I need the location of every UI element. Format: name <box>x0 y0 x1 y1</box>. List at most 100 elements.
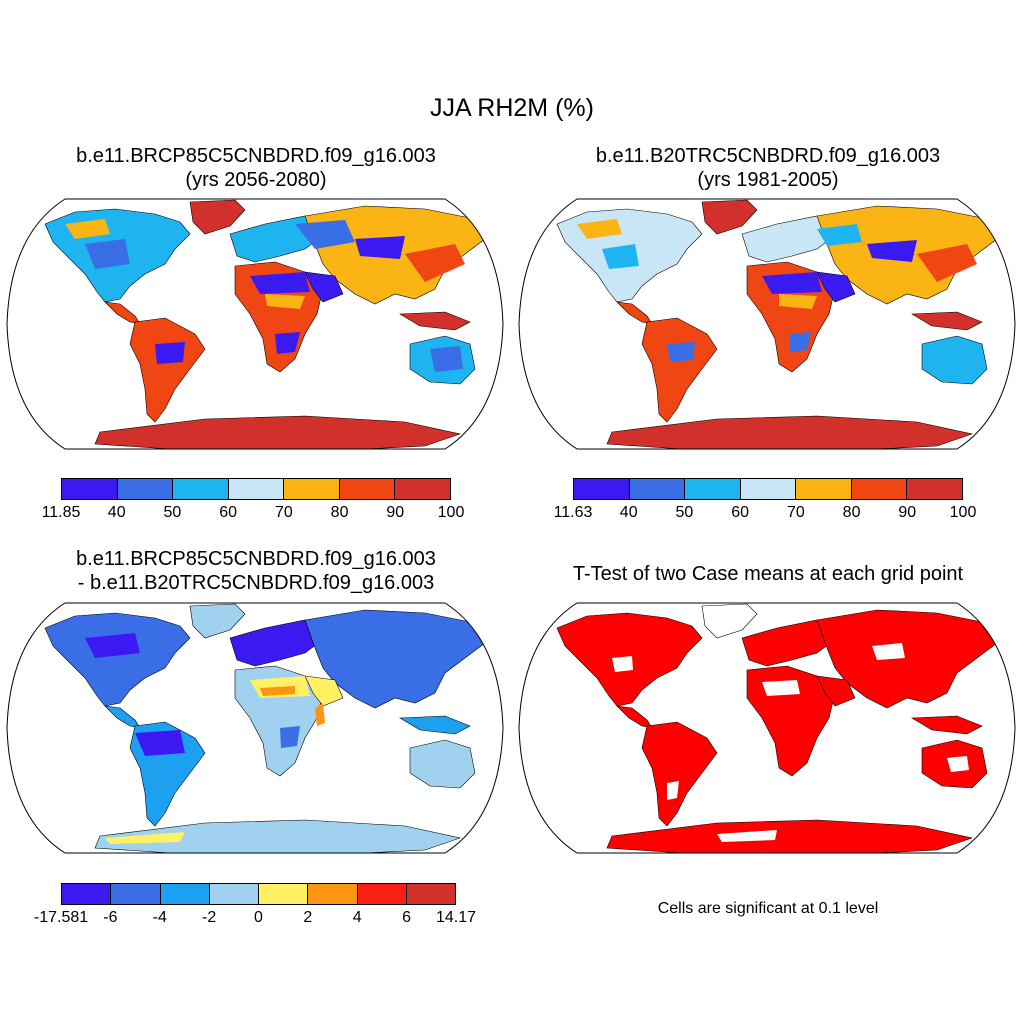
colorbar-swatch <box>740 479 797 499</box>
figure-title: JJA RH2M (%) <box>430 94 594 122</box>
colorbar-difference: -17.581 -6 -4 -2 0 2 4 6 14.17 <box>34 883 476 933</box>
colorbar-swatch <box>228 479 285 499</box>
colorbar-tick-label: 100 <box>949 504 977 521</box>
colorbar-tick-label: 90 <box>386 504 405 521</box>
panel-difference-title-line2: - b.e11.B20TRC5CNBDRD.f09_g16.003 <box>77 572 435 594</box>
colorbar-swatch <box>357 884 407 904</box>
colorbar-tick-label: 2 <box>303 909 313 926</box>
map-globe-outline <box>6 602 504 854</box>
land-europe <box>741 215 838 263</box>
map-field-patch <box>602 244 639 269</box>
land-antarctica <box>94 819 462 853</box>
colorbar-future: 11.85 40 50 60 70 80 90 100 <box>42 478 464 528</box>
panel-difference-title: b.e11.BRCP85C5CNBDRD.f09_g16.003 - b.e11… <box>0 547 512 595</box>
land-indonesia <box>910 311 983 331</box>
land-greenland <box>701 199 758 235</box>
panel-future-title: b.e11.BRCP85C5CNBDRD.f09_g16.003 (yrs 20… <box>0 144 512 192</box>
land-indonesia <box>398 311 471 331</box>
map-field-patch <box>762 680 800 696</box>
colorbar-historical-labels: 11.63 40 50 60 70 80 90 100 <box>554 500 977 522</box>
land-south-america <box>641 721 718 827</box>
colorbar-tick-label: 80 <box>842 504 861 521</box>
land-europe <box>741 619 838 667</box>
map-land-layer <box>556 603 998 853</box>
colorbar-historical-swatches <box>573 478 963 500</box>
land-greenland <box>701 603 758 639</box>
map-field-patch <box>250 272 310 294</box>
map-difference <box>6 602 504 854</box>
land-greenland <box>189 603 246 639</box>
colorbar-swatch <box>406 884 455 904</box>
land-antarctica <box>606 415 974 449</box>
colorbar-tick-label: -2 <box>202 909 217 926</box>
colorbar-tick-label: 90 <box>898 504 917 521</box>
colorbar-tick-label: 4 <box>352 909 362 926</box>
colorbar-tick-label: 50 <box>675 504 694 521</box>
colorbar-historical: 11.63 40 50 60 70 80 90 100 <box>554 478 977 528</box>
land-australia <box>409 739 476 789</box>
map-field-patch <box>577 219 622 239</box>
colorbar-swatch <box>111 884 161 904</box>
colorbar-tick-label: -4 <box>152 909 167 926</box>
colorbar-tick-label: 14.17 <box>435 909 477 926</box>
colorbar-tick-label: 0 <box>254 909 263 926</box>
map-field-patch <box>872 643 905 660</box>
colorbar-tick-label: 70 <box>274 504 293 521</box>
colorbar-swatch <box>308 884 358 904</box>
colorbar-swatch <box>62 884 112 904</box>
land-antarctica <box>94 415 462 449</box>
colorbar-difference-labels: -17.581 -6 -4 -2 0 2 4 6 14.17 <box>34 905 476 927</box>
map-field-patch <box>779 294 817 309</box>
land-central-america <box>616 301 653 325</box>
colorbar-swatch <box>117 479 174 499</box>
colorbar-tick-label: 60 <box>219 504 238 521</box>
colorbar-swatch <box>907 479 963 499</box>
panel-ttest-title: T-Test of two Case means at each grid po… <box>512 562 1024 586</box>
land-central-america <box>104 705 141 729</box>
map-field-patch <box>65 219 110 239</box>
land-arabia <box>304 675 344 707</box>
panel-future-title-line2: (yrs 2056-2080) <box>185 169 327 191</box>
colorbar-swatch <box>160 884 210 904</box>
colorbar-tick-label: -6 <box>103 909 118 926</box>
colorbar-tick-label: 40 <box>619 504 638 521</box>
colorbar-swatch <box>284 479 340 499</box>
panel-historical-title: b.e11.B20TRC5CNBDRD.f09_g16.003 (yrs 198… <box>512 144 1024 192</box>
map-field-patch <box>315 703 325 726</box>
map-field-patch <box>85 633 140 658</box>
land-greenland <box>189 199 246 235</box>
map-field-patch <box>667 781 679 800</box>
land-indonesia <box>398 715 471 735</box>
colorbar-swatch <box>209 884 259 904</box>
map-future <box>6 198 504 450</box>
colorbar-swatch <box>796 479 852 499</box>
panel-historical-title-line1: b.e11.B20TRC5CNBDRD.f09_g16.003 <box>595 145 941 167</box>
map-field-patch <box>155 342 185 364</box>
land-south-america <box>641 317 718 423</box>
map-field-patch <box>295 220 355 249</box>
map-globe-outline <box>6 198 504 450</box>
colorbar-tick-label: 40 <box>107 504 126 521</box>
colorbar-tick-label: 6 <box>402 909 412 926</box>
map-historical <box>518 198 1016 450</box>
colorbar-tick-label: 11.85 <box>41 504 81 521</box>
significance-note: Cells are significant at 0.1 level <box>657 900 879 917</box>
map-field-patch <box>612 656 633 672</box>
map-field-patch <box>405 244 465 282</box>
map-field-patch <box>717 830 777 842</box>
land-north-america <box>44 612 191 707</box>
colorbar-swatch <box>574 479 630 499</box>
map-globe-outline <box>518 198 1016 450</box>
land-antarctica <box>606 819 974 853</box>
land-arabia <box>304 271 344 303</box>
map-field-patch <box>917 244 977 282</box>
map-field-patch <box>942 346 975 372</box>
colorbar-swatch <box>173 479 229 499</box>
colorbar-swatch <box>685 479 741 499</box>
map-field-patch <box>667 342 695 362</box>
land-central-america <box>616 705 653 729</box>
map-field-patch <box>135 730 185 756</box>
colorbar-tick-label: -17.581 <box>33 909 89 926</box>
colorbar-swatch <box>339 479 396 499</box>
colorbar-difference-swatches <box>61 883 456 905</box>
